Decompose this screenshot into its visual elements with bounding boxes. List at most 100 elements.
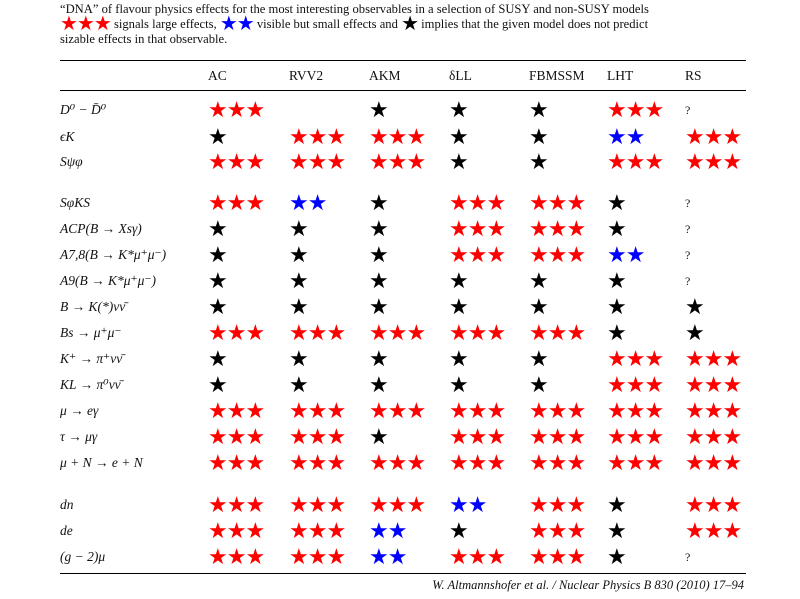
three-red-stars-icon: ★★★ [208, 398, 265, 423]
bottom-rule [60, 573, 746, 574]
three-red-stars-icon: ★★★ [529, 424, 586, 449]
row-label: D⁰ − D̄⁰ [60, 102, 107, 117]
header-rule [60, 90, 746, 91]
one-black-star-icon: ★ [289, 294, 309, 319]
one-black-star-icon: ★ [449, 294, 469, 319]
unknown-mark: ? [685, 248, 691, 262]
row-label: (g − 2)μ [60, 549, 106, 564]
one-black-star-icon: ★ [369, 242, 389, 267]
row-label: de [60, 523, 73, 538]
three-red-stars-icon: ★★★ [607, 450, 664, 475]
three-red-stars-icon: ★★★ [607, 149, 664, 174]
three-red-stars-icon: ★★★ [60, 13, 112, 35]
three-red-stars-icon: ★★★ [529, 242, 586, 267]
unknown-mark: ? [685, 222, 691, 236]
row-label: ACP(B → Xsγ) [60, 221, 142, 236]
one-black-star-icon: ★ [369, 346, 389, 371]
row-label: μ + N → e + N [60, 455, 143, 470]
three-red-stars-icon: ★★★ [369, 492, 426, 517]
one-black-star-icon: ★ [289, 268, 309, 293]
row-label: A9(B → K*μ⁺μ⁻) [60, 273, 157, 288]
one-black-star-icon: ★ [529, 294, 549, 319]
caption-large-text: signals large effects, [113, 17, 217, 31]
one-black-star-icon: ★ [685, 320, 705, 345]
one-black-star-icon: ★ [289, 372, 309, 397]
one-black-star-icon: ★ [208, 242, 228, 267]
one-black-star-icon: ★ [449, 518, 469, 543]
row-label: dn [60, 497, 74, 512]
caption-line-1: “DNA” of flavour physics effects for the… [60, 2, 649, 16]
column-header: LHT [607, 68, 634, 83]
three-red-stars-icon: ★★★ [529, 518, 586, 543]
three-red-stars-icon: ★★★ [685, 124, 742, 149]
unknown-mark: ? [685, 103, 691, 117]
one-black-star-icon: ★ [369, 424, 389, 449]
three-red-stars-icon: ★★★ [449, 450, 506, 475]
three-red-stars-icon: ★★★ [607, 398, 664, 423]
three-red-stars-icon: ★★★ [289, 124, 346, 149]
row-label: μ → eγ [60, 403, 99, 418]
one-black-star-icon: ★ [208, 294, 228, 319]
three-red-stars-icon: ★★★ [685, 518, 742, 543]
one-black-star-icon: ★ [449, 97, 469, 122]
three-red-stars-icon: ★★★ [208, 424, 265, 449]
one-black-star-icon: ★ [208, 268, 228, 293]
three-red-stars-icon: ★★★ [289, 398, 346, 423]
one-black-star-icon: ★ [607, 268, 627, 293]
three-red-stars-icon: ★★★ [289, 450, 346, 475]
three-red-stars-icon: ★★★ [449, 216, 506, 241]
column-header: AC [208, 68, 227, 83]
three-red-stars-icon: ★★★ [685, 492, 742, 517]
two-blue-stars-icon: ★★ [219, 13, 255, 35]
column-header: RS [685, 68, 702, 83]
column-header: AKM [369, 68, 401, 83]
three-red-stars-icon: ★★★ [607, 346, 664, 371]
one-black-star-icon: ★ [607, 518, 627, 543]
one-black-star-icon: ★ [449, 346, 469, 371]
row-label: B → K(*)νν̄ [60, 299, 126, 314]
one-black-star-icon: ★ [208, 346, 228, 371]
one-black-star-icon: ★ [529, 268, 549, 293]
one-black-star-icon: ★ [607, 190, 627, 215]
row-label: Bs → μ⁺μ⁻ [60, 325, 122, 340]
one-black-star-icon: ★ [289, 346, 309, 371]
one-black-star-icon: ★ [449, 124, 469, 149]
caption-none-text: implies that the given model does not pr… [421, 17, 649, 31]
unknown-mark: ? [685, 274, 691, 288]
one-black-star-icon: ★ [685, 294, 705, 319]
one-black-star-icon: ★ [369, 216, 389, 241]
one-black-star-icon: ★ [607, 216, 627, 241]
top-rule [60, 60, 746, 61]
row-label: τ → μγ [60, 429, 98, 444]
three-red-stars-icon: ★★★ [529, 450, 586, 475]
one-black-star-icon: ★ [208, 216, 228, 241]
three-red-stars-icon: ★★★ [449, 398, 506, 423]
one-black-star-icon: ★ [607, 294, 627, 319]
one-black-star-icon: ★ [449, 149, 469, 174]
three-red-stars-icon: ★★★ [449, 320, 506, 345]
three-red-stars-icon: ★★★ [529, 398, 586, 423]
unknown-mark: ? [685, 550, 691, 564]
three-red-stars-icon: ★★★ [685, 149, 742, 174]
one-black-star-icon: ★ [449, 372, 469, 397]
one-black-star-icon: ★ [208, 124, 228, 149]
one-black-star-icon: ★ [529, 124, 549, 149]
three-red-stars-icon: ★★★ [208, 518, 265, 543]
two-blue-stars-icon: ★★ [289, 190, 327, 215]
three-red-stars-icon: ★★★ [369, 320, 426, 345]
three-red-stars-icon: ★★★ [289, 149, 346, 174]
three-red-stars-icon: ★★★ [369, 398, 426, 423]
caption-line-2: ★★★ signals large effects, ★★ visible bu… [60, 14, 760, 34]
three-red-stars-icon: ★★★ [607, 97, 664, 122]
two-blue-stars-icon: ★★ [607, 242, 645, 267]
two-blue-stars-icon: ★★ [607, 124, 645, 149]
one-black-star-icon: ★ [449, 268, 469, 293]
one-black-star-icon: ★ [369, 268, 389, 293]
three-red-stars-icon: ★★★ [208, 450, 265, 475]
three-red-stars-icon: ★★★ [289, 492, 346, 517]
three-red-stars-icon: ★★★ [369, 450, 426, 475]
row-label: A7,8(B → K*μ⁺μ⁻) [60, 247, 167, 262]
column-header: FBMSSM [529, 68, 585, 83]
one-black-star-icon: ★ [529, 346, 549, 371]
one-black-star-icon: ★ [529, 372, 549, 397]
